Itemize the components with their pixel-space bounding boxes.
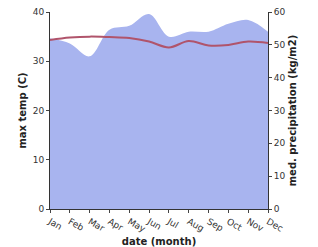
svg-text:0: 0 [274, 204, 280, 214]
svg-text:0: 0 [38, 204, 44, 214]
svg-text:30: 30 [33, 56, 45, 66]
svg-text:Oct: Oct [225, 216, 244, 233]
svg-text:40: 40 [33, 7, 45, 17]
svg-text:30: 30 [274, 106, 286, 116]
svg-text:50: 50 [274, 40, 286, 50]
svg-text:Jun: Jun [145, 216, 163, 232]
svg-text:Sep: Sep [205, 216, 225, 233]
svg-text:40: 40 [274, 73, 286, 83]
svg-text:Apr: Apr [106, 216, 125, 233]
svg-text:Feb: Feb [67, 216, 86, 233]
svg-text:Jul: Jul [165, 216, 180, 231]
svg-text:10: 10 [274, 171, 286, 181]
svg-text:date (month): date (month) [122, 236, 196, 247]
svg-text:20: 20 [33, 106, 45, 116]
svg-text:Nov: Nov [245, 216, 266, 234]
svg-text:60: 60 [274, 7, 286, 17]
svg-text:Dec: Dec [265, 216, 285, 233]
svg-text:max temp (C): max temp (C) [17, 72, 28, 148]
svg-text:20: 20 [274, 138, 286, 148]
svg-text:med. precipitation (kg/m2): med. precipitation (kg/m2) [287, 35, 298, 187]
svg-text:Jan: Jan [46, 216, 64, 232]
svg-text:Mar: Mar [86, 216, 106, 233]
svg-text:Aug: Aug [185, 216, 205, 233]
svg-text:May: May [126, 216, 148, 234]
svg-text:10: 10 [33, 155, 45, 165]
